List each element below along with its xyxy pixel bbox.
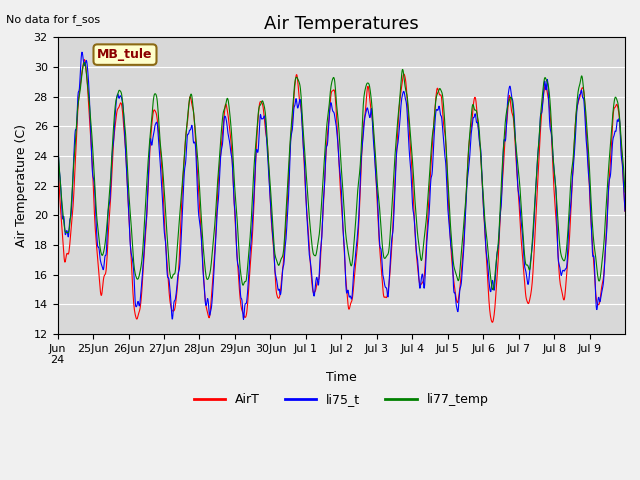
Y-axis label: Air Temperature (C): Air Temperature (C) (15, 124, 28, 247)
Legend: AirT, li75_t, li77_temp: AirT, li75_t, li77_temp (189, 388, 493, 411)
Line: AirT: AirT (58, 60, 625, 322)
Text: No data for f_sos: No data for f_sos (6, 14, 100, 25)
X-axis label: Time: Time (326, 371, 356, 384)
Line: li75_t: li75_t (58, 52, 625, 319)
Text: MB_tule: MB_tule (97, 48, 153, 61)
Line: li77_temp: li77_temp (58, 62, 625, 289)
Title: Air Temperatures: Air Temperatures (264, 15, 419, 33)
